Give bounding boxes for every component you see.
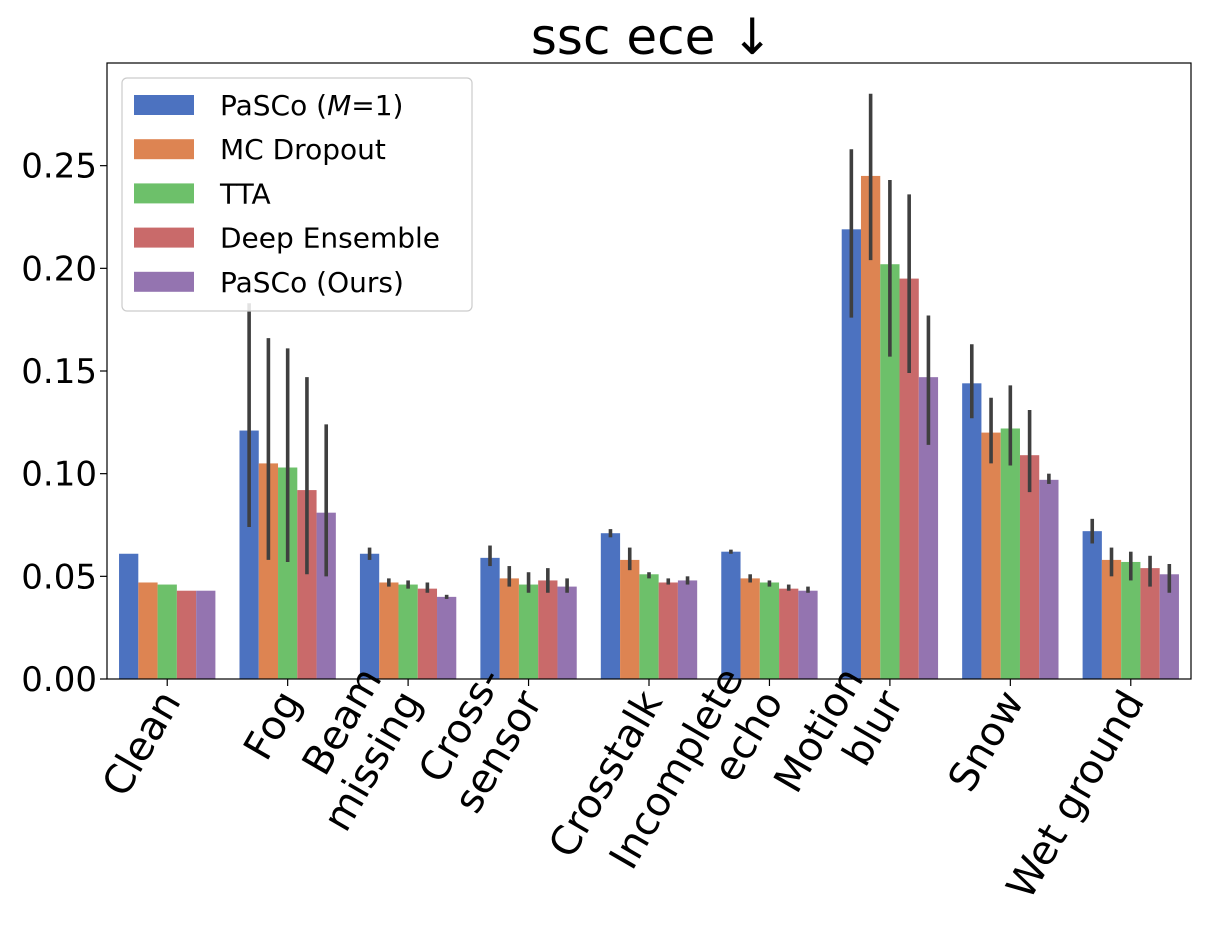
y-tick-label: 0.20	[21, 249, 97, 289]
bar-4-1	[316, 512, 336, 679]
legend-entry-1: MC Dropout	[220, 133, 386, 166]
bar-0-5	[721, 551, 741, 679]
bars-layer	[119, 175, 1179, 679]
bar-2-3	[518, 584, 539, 679]
legend-entry-0: PaSCo (M=1)	[220, 89, 403, 122]
chart-title: ssc ece ↓	[531, 8, 773, 66]
bar-3-8	[1140, 568, 1160, 679]
x-axis: Clean FogBeammissingCross-sensorCrosstalk…	[94, 660, 1154, 907]
legend-entry-part: M	[327, 89, 351, 122]
bar-2-7	[1000, 428, 1020, 679]
bar-4-5	[798, 590, 818, 679]
legend-entry-2: TTA	[219, 177, 271, 210]
bar-1-4	[620, 559, 640, 679]
legend-entry-part: =1)	[351, 89, 403, 122]
legend-entry-3: Deep Ensemble	[220, 222, 440, 255]
legend-entry-part: PaSCo (	[220, 89, 327, 122]
bar-0-8	[1082, 531, 1102, 679]
bar-4-7	[1039, 479, 1059, 679]
y-tick-label: 0.05	[21, 557, 97, 597]
bar-4-4	[677, 580, 698, 679]
x-category-label: Beammissing	[275, 660, 431, 839]
x-category-label: Snow	[940, 683, 1034, 799]
legend-swatch-4	[134, 271, 194, 292]
bar-2-6	[880, 264, 900, 679]
bar-0-2	[359, 553, 380, 679]
bar-3-1	[297, 490, 317, 679]
bar-0-3	[480, 557, 500, 679]
bar-0-7	[962, 383, 982, 679]
bar-1-7	[981, 432, 1001, 679]
legend-swatch-0	[134, 95, 194, 115]
bar-2-4	[639, 574, 659, 679]
bar-3-4	[658, 582, 678, 679]
bar-3-6	[899, 278, 919, 679]
y-tick-label: 0.25	[21, 147, 97, 187]
bar-3-5	[779, 588, 799, 679]
legend-frame	[121, 77, 473, 312]
bar-1-3	[499, 578, 519, 679]
bar-3-3	[538, 580, 558, 679]
bar-1-5	[740, 578, 760, 679]
bar-2-0	[157, 584, 177, 679]
bar-4-8	[1159, 574, 1179, 679]
bar-1-6	[860, 175, 881, 679]
bar-0-4	[600, 533, 621, 679]
legend-swatch-2	[134, 183, 194, 204]
error-bars-layer	[247, 93, 1172, 599]
bar-2-1	[278, 467, 298, 679]
bar-0-1	[239, 430, 259, 679]
y-tick-label: 0.15	[21, 352, 97, 392]
bar-0-6	[841, 229, 861, 679]
bar-1-0	[138, 582, 158, 679]
legend-swatch-1	[134, 139, 194, 160]
bar-3-2	[417, 588, 438, 679]
bar-2-5	[759, 582, 780, 679]
bar-1-1	[258, 463, 279, 679]
legend-entry-4: PaSCo (Ours)	[220, 266, 404, 299]
x-category-label: Clean	[94, 683, 191, 804]
y-tick-label: 0.00	[21, 660, 97, 700]
bar-4-2	[437, 596, 457, 679]
legend: PaSCo (M=1) MC Dropout TTA Deep Ensemble PaS…	[121, 77, 473, 312]
y-tick-label: 0.10	[21, 455, 97, 495]
bar-4-6	[918, 377, 939, 679]
bar-2-2	[398, 584, 418, 679]
bar-2-8	[1121, 561, 1141, 679]
bar-3-0	[176, 590, 197, 679]
bar-4-3	[557, 586, 577, 679]
bar-4-0	[196, 590, 216, 679]
bar-1-2	[379, 582, 399, 679]
bar-1-8	[1101, 559, 1122, 679]
x-category-label: Cross-sensor	[406, 660, 552, 821]
x-category-label-line: Snow	[940, 683, 1034, 799]
legend-swatch-3	[134, 227, 194, 248]
y-axis: 0.00 0.05 0.10 0.15 0.20 0.25	[21, 147, 107, 700]
x-category-label-line: Clean	[94, 683, 191, 804]
bar-0-0	[119, 553, 139, 679]
x-category-label: Motionblur	[765, 660, 913, 824]
bar-3-7	[1019, 455, 1040, 679]
